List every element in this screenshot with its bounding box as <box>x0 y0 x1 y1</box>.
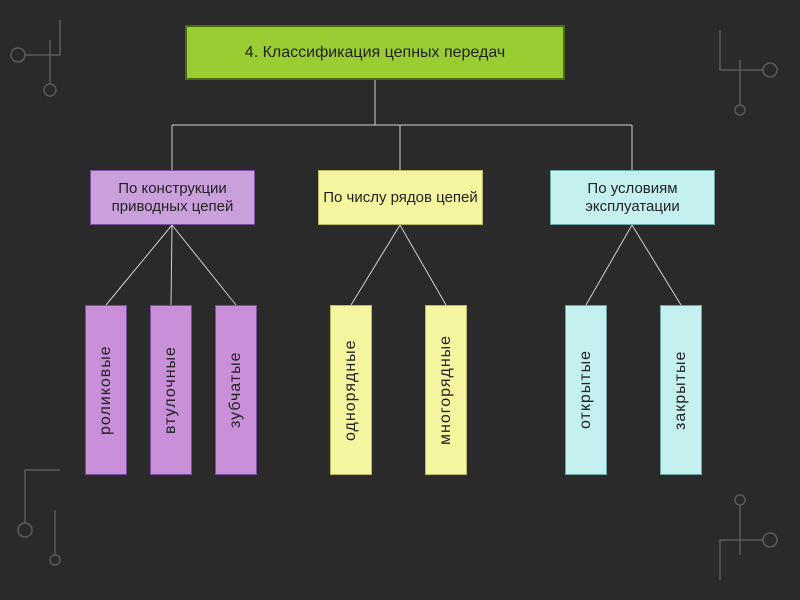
leaf-multi-row: многорядные <box>425 305 467 475</box>
leaf-closed: закрытые <box>660 305 702 475</box>
classification-diagram: 4. Классификация цепных передач По конст… <box>0 0 800 600</box>
leaf-toothed: зубчатые <box>215 305 257 475</box>
leaf-bushing: втулочные <box>150 305 192 475</box>
leaf-roller: роликовые <box>85 305 127 475</box>
category-conditions: По условиям эксплуатации <box>550 170 715 225</box>
category-rows: По числу рядов цепей <box>318 170 483 225</box>
leaf-single-row: однорядные <box>330 305 372 475</box>
leaf-open: открытые <box>565 305 607 475</box>
category-construction: По конструкции приводных цепей <box>90 170 255 225</box>
diagram-title: 4. Классификация цепных передач <box>185 25 565 80</box>
